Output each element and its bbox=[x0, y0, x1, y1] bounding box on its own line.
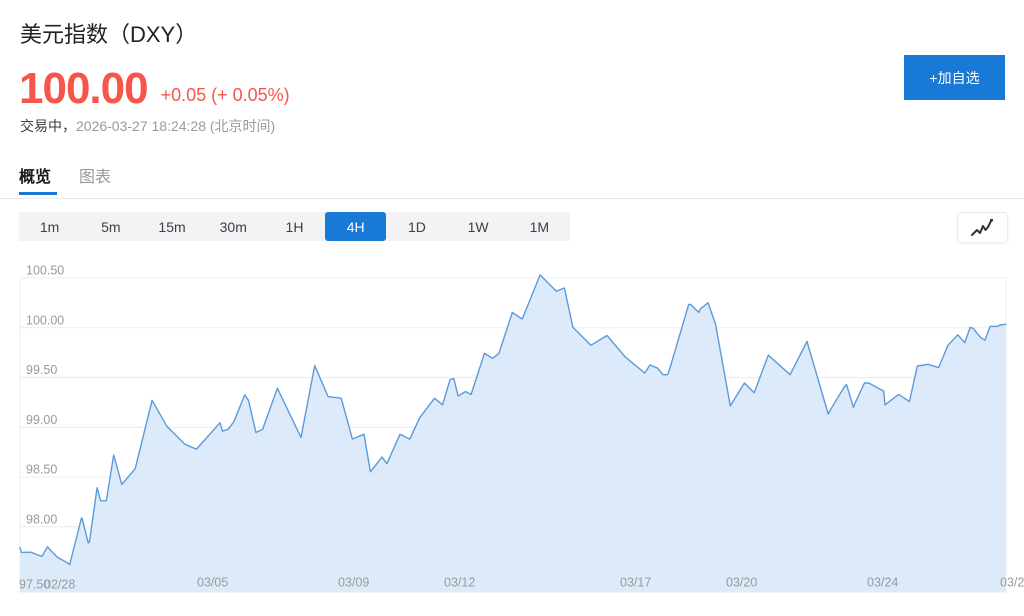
svg-text:99.50: 99.50 bbox=[26, 363, 57, 377]
svg-text:02/28: 02/28 bbox=[44, 578, 75, 592]
svg-text:03/17: 03/17 bbox=[620, 576, 651, 590]
svg-text:100.50: 100.50 bbox=[26, 264, 64, 278]
svg-text:03/28: 03/28 bbox=[1000, 576, 1024, 590]
svg-text:03/24: 03/24 bbox=[867, 576, 898, 590]
svg-text:03/05: 03/05 bbox=[197, 576, 228, 590]
svg-text:03/09: 03/09 bbox=[338, 576, 369, 590]
svg-text:99.00: 99.00 bbox=[26, 413, 57, 427]
svg-text:03/12: 03/12 bbox=[444, 576, 475, 590]
svg-text:100.00: 100.00 bbox=[26, 313, 64, 327]
svg-text:98.00: 98.00 bbox=[26, 512, 57, 526]
svg-text:03/20: 03/20 bbox=[726, 576, 757, 590]
svg-text:98.50: 98.50 bbox=[26, 463, 57, 477]
